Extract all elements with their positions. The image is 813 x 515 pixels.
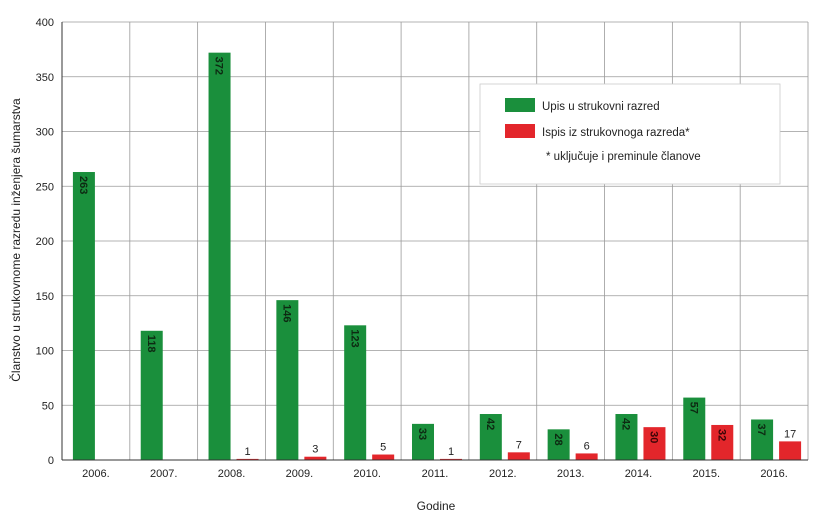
bar-ispis (304, 456, 327, 460)
bar-ispis (575, 453, 598, 460)
data-label-ispis: 5 (380, 442, 386, 454)
data-label-upis: 118 (145, 335, 157, 353)
data-label-ispis: 3 (312, 444, 318, 456)
x-tick-label: 2012. (489, 468, 517, 480)
x-axis-title: Godine (417, 499, 456, 513)
y-axis-title: Članstvo u strukovnome razredu inženjera… (8, 98, 23, 382)
legend-swatch-upis (505, 98, 535, 112)
bar-ispis (643, 427, 666, 460)
bar-upis (72, 172, 95, 460)
data-label-ispis: 7 (516, 439, 522, 451)
data-label-upis: 42 (484, 418, 496, 430)
legend-label-upis: Upis u strukovni razred (542, 101, 660, 113)
x-tick-label: 2011. (422, 468, 449, 480)
y-tick-label: 200 (36, 236, 54, 248)
y-tick-label: 250 (36, 181, 54, 193)
y-tick-label: 400 (36, 17, 54, 29)
bar-upis (751, 419, 774, 460)
bars (72, 52, 802, 461)
x-tick-label: 2007. (150, 468, 178, 480)
y-tick-label: 0 (48, 455, 54, 467)
bar-upis (276, 300, 299, 460)
data-label-ispis: 17 (784, 428, 796, 440)
bar-upis (683, 397, 706, 460)
bar-ispis (711, 424, 734, 460)
x-tick-label: 2008. (218, 468, 246, 480)
data-label-ispis: 6 (584, 440, 590, 452)
data-label-ispis: 1 (244, 446, 250, 458)
y-tick-label: 350 (36, 72, 54, 84)
bar-upis (479, 414, 502, 460)
data-label-upis: 42 (620, 418, 632, 430)
data-label-upis: 28 (552, 433, 564, 445)
data-label-upis: 37 (755, 423, 767, 435)
legend-note: * uključuje i preminule članove (546, 151, 701, 163)
bar-ispis (372, 454, 395, 460)
y-tick-label: 300 (36, 127, 54, 139)
bar-ispis (779, 441, 802, 460)
axes: 0 50 100 150 200 250 300 350 400 2006. 2007. 2008. 2… (36, 17, 808, 480)
data-label-ispis: 32 (715, 429, 727, 441)
data-label-upis: 372 (213, 57, 225, 75)
x-tick-label: 2015. (693, 468, 721, 480)
bar-upis (208, 52, 231, 460)
legend-label-ispis: Ispis iz strukovnoga razreda* (542, 127, 690, 139)
data-label-upis: 123 (348, 329, 360, 347)
y-tick-label: 150 (36, 291, 54, 303)
x-tick-label: 2010. (353, 468, 381, 480)
legend: Upis u strukovni razred Ispis iz strukov… (479, 83, 781, 185)
data-label-upis: 33 (416, 428, 428, 440)
y-tick-label: 100 (36, 346, 54, 358)
x-tick-label: 2013. (557, 468, 585, 480)
bar-upis (412, 423, 434, 460)
legend-swatch-ispis (505, 124, 535, 138)
data-label-ispis: 1 (448, 446, 454, 458)
bar-upis (140, 330, 163, 460)
bar-upis (344, 325, 367, 460)
data-label-upis: 263 (77, 176, 89, 194)
grid-lines (61, 21, 809, 461)
x-tick-label: 2009. (286, 468, 314, 480)
data-label-ispis: 30 (648, 431, 660, 443)
bar-ispis (507, 452, 530, 460)
x-tick-label: 2006. (82, 468, 110, 480)
bar-upis (547, 429, 570, 460)
y-tick-label: 50 (42, 400, 54, 412)
x-tick-label: 2014. (625, 468, 653, 480)
data-labels: 263 118 372 1 146 3 123 5 33 1 42 7 28 6 42 30 57 32 37 17 (77, 57, 796, 458)
data-label-upis: 57 (687, 402, 699, 414)
data-label-upis: 146 (281, 304, 293, 322)
bar-upis (615, 414, 638, 460)
x-tick-label: 2016. (760, 468, 788, 480)
